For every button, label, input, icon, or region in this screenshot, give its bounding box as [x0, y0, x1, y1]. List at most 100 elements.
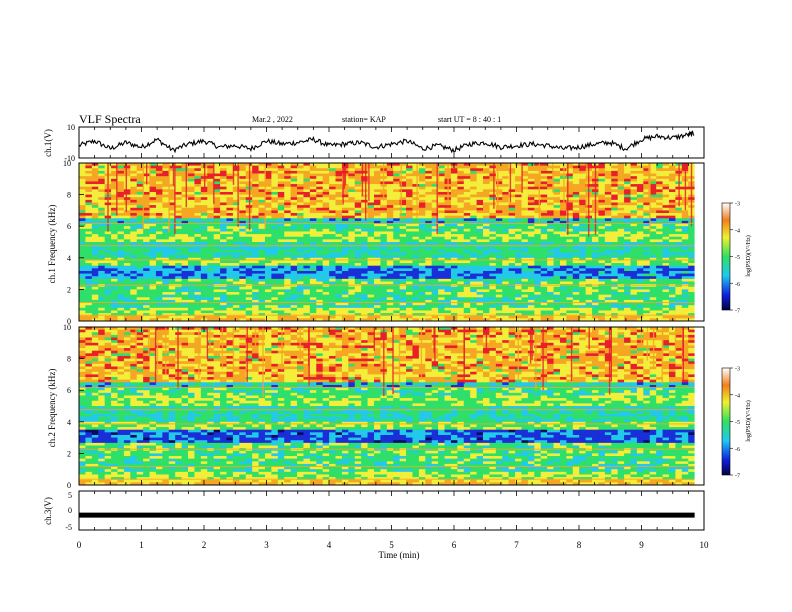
spectrogram-cell: [438, 286, 445, 290]
spectrogram-cell: [630, 176, 638, 180]
spectrogram-cell: [572, 220, 580, 224]
spectrogram-cell: [553, 163, 561, 167]
spectrogram-cell: [117, 297, 125, 301]
spectrogram-cell: [245, 297, 253, 301]
spectrogram-cell: [220, 249, 227, 253]
spectrogram-cell: [181, 205, 189, 209]
spectrogram-cell: [412, 202, 420, 206]
spectrogram-cell: [245, 239, 253, 243]
spectrogram-cell: [162, 170, 170, 174]
spectrogram-cell: [386, 247, 394, 251]
spectrogram-cell: [136, 231, 144, 235]
spectrogram-cell: [483, 176, 490, 180]
spectrogram-cell: [450, 181, 458, 185]
spectrogram-cell: [450, 207, 458, 211]
spectrogram-cell: [264, 202, 272, 206]
spectrogram-cell: [611, 186, 619, 190]
spectrogram-cell: [335, 239, 343, 243]
spectrogram-cell: [521, 226, 529, 230]
spectrogram-cell: [117, 273, 125, 277]
spectrogram-cell: [444, 242, 452, 246]
spectrogram-cell: [297, 265, 304, 269]
spectrogram-cell: [290, 197, 298, 201]
spectrogram-cell: [213, 263, 221, 267]
spectrogram-cell: [111, 268, 118, 272]
spectrogram-cell: [309, 242, 317, 246]
spectrogram-cell: [149, 260, 157, 264]
spectrogram-cell: [194, 194, 202, 198]
spectrogram-cell: [354, 215, 362, 219]
spectrogram-cell: [534, 255, 542, 259]
spectrogram-cell: [604, 189, 612, 193]
spectrogram-cell: [617, 199, 625, 203]
spectrogram-cell: [470, 210, 477, 214]
spectrogram-cell: [85, 255, 93, 259]
spectrogram-cell: [322, 165, 330, 169]
spectrogram-cell: [111, 297, 118, 301]
spectrogram-cell: [508, 263, 516, 267]
spectrogram-cell: [85, 265, 93, 269]
spectrogram-cell: [643, 234, 651, 238]
spectrogram-cell: [681, 231, 689, 235]
spectrogram-cell: [98, 247, 106, 251]
spectrogram-cell: [508, 170, 516, 174]
spectrogram-cell: [572, 186, 580, 190]
spectrogram-cell: [373, 242, 381, 246]
spectrogram-cell: [598, 297, 606, 301]
spectrogram-cell: [341, 210, 349, 214]
spectrogram-cell: [155, 281, 163, 285]
spectrogram-cell: [130, 294, 138, 298]
spectrogram-cell: [418, 165, 426, 169]
spectrogram-cell: [322, 170, 330, 174]
spectrogram-cell: [457, 273, 465, 277]
spectrogram-cell: [662, 226, 670, 230]
spectrogram-cell: [521, 163, 529, 167]
spectrogram-cell: [309, 191, 317, 195]
spectrogram-cell: [245, 281, 253, 285]
spectrogram-cell: [149, 189, 157, 193]
spectrogram-cell: [130, 281, 138, 285]
spectrogram-cell: [149, 268, 157, 272]
spectrogram-cell: [380, 297, 388, 301]
spectrogram-cell: [117, 268, 125, 272]
spectrogram-cell: [155, 297, 163, 301]
spectrogram-cell: [290, 270, 298, 274]
spectrogram-cell: [348, 231, 356, 235]
spectrogram-cell: [200, 234, 208, 238]
spectrogram-cell: [316, 231, 324, 235]
spectrogram-cell: [438, 228, 445, 232]
spectrogram-cell: [579, 289, 587, 293]
spectrogram-cell: [463, 278, 471, 282]
spectrogram-cell: [393, 194, 401, 198]
spectrogram-cell: [284, 197, 292, 201]
spectrogram-cell: [373, 215, 381, 219]
spectrogram-cell: [361, 294, 368, 298]
spectrogram-cell: [277, 210, 285, 214]
spectrogram-cell: [624, 294, 631, 298]
spectrogram-cell: [592, 289, 599, 293]
spectrogram-cell: [438, 247, 445, 251]
spectrogram-cell: [425, 228, 433, 232]
spectrogram-cell: [136, 205, 144, 209]
spectrogram-cell: [354, 213, 362, 217]
spectrogram-cell: [354, 297, 362, 301]
spectrogram-cell: [168, 220, 176, 224]
spectrogram-cell: [579, 163, 587, 167]
spectrogram-cell: [418, 294, 426, 298]
spectrogram-cell: [194, 184, 202, 188]
spectrogram-cell: [175, 228, 182, 232]
spectrogram-cell: [143, 249, 150, 253]
spectrogram-cell: [168, 176, 176, 180]
spectrogram-cell: [226, 163, 234, 167]
spectrogram-cell: [470, 278, 477, 282]
spectrogram-cell: [98, 292, 106, 296]
spectrogram-cell: [104, 268, 112, 272]
spectrogram-cell: [367, 263, 375, 267]
spectrogram-cell: [534, 184, 542, 188]
spectrogram-cell: [111, 239, 118, 243]
spectrogram-cell: [515, 205, 522, 209]
spectrogram-cell: [194, 223, 202, 227]
spectrogram-cell: [643, 186, 651, 190]
spectrogram-cell: [515, 239, 522, 243]
spectrogram-cell: [534, 207, 542, 211]
